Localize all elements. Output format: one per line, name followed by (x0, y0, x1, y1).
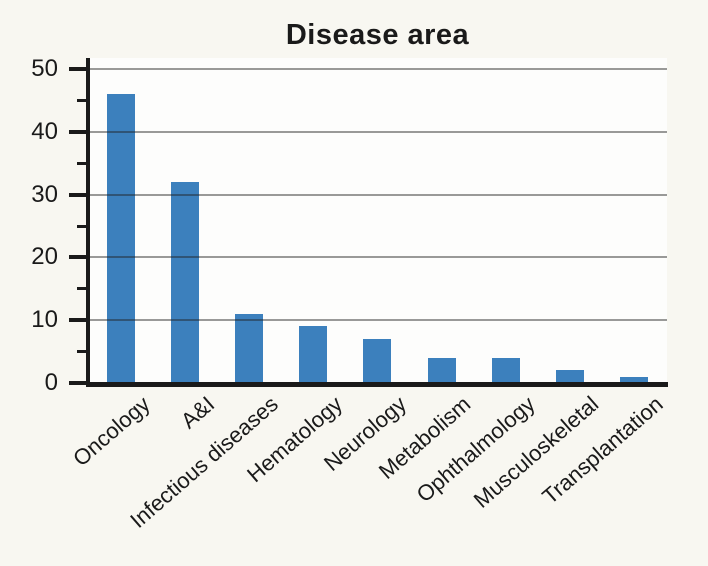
y-tick-label: 50 (31, 55, 58, 82)
y-major-tick-40 (69, 129, 86, 134)
y-major-tick-30 (69, 192, 86, 197)
y-minor-tick-15 (77, 287, 86, 291)
y-major-tick-0 (69, 381, 86, 385)
y-major-tick-20 (69, 255, 86, 260)
bar-infectious-diseases (235, 313, 264, 383)
y-minor-tick-35 (77, 161, 86, 165)
y-minor-tick-5 (77, 350, 86, 354)
bar-metabolism (427, 357, 456, 383)
y-tick-label: 0 (44, 369, 58, 396)
bar-neurology (363, 339, 392, 383)
y-tick-label: 10 (31, 306, 58, 334)
y-major-tick-10 (69, 318, 86, 323)
y-minor-tick-25 (77, 224, 86, 228)
bar-hematology (299, 326, 328, 383)
x-tick-label: A&I (175, 391, 219, 434)
gridline-y-40 (90, 130, 667, 133)
bar-oncology (107, 94, 135, 383)
x-tick-label: Oncology (68, 391, 155, 472)
bar-transplantation (619, 376, 648, 383)
gridline-y-20 (90, 256, 667, 259)
y-tick-label: 40 (31, 117, 58, 145)
chart-title: Disease area (285, 19, 470, 51)
gridline-y-10 (90, 319, 667, 322)
x-axis-line (86, 382, 668, 387)
y-axis-spine (86, 58, 90, 387)
bar-a-i (171, 182, 200, 383)
gridline-y-30 (90, 193, 667, 196)
bar-musculoskeletal (555, 370, 584, 383)
y-tick-label: 20 (31, 243, 58, 271)
y-tick-label: 30 (31, 180, 58, 208)
y-minor-tick-45 (77, 98, 86, 102)
y-major-tick-50 (69, 67, 86, 71)
bar-ophthalmology (491, 357, 520, 383)
gridline-y-50 (90, 68, 667, 70)
